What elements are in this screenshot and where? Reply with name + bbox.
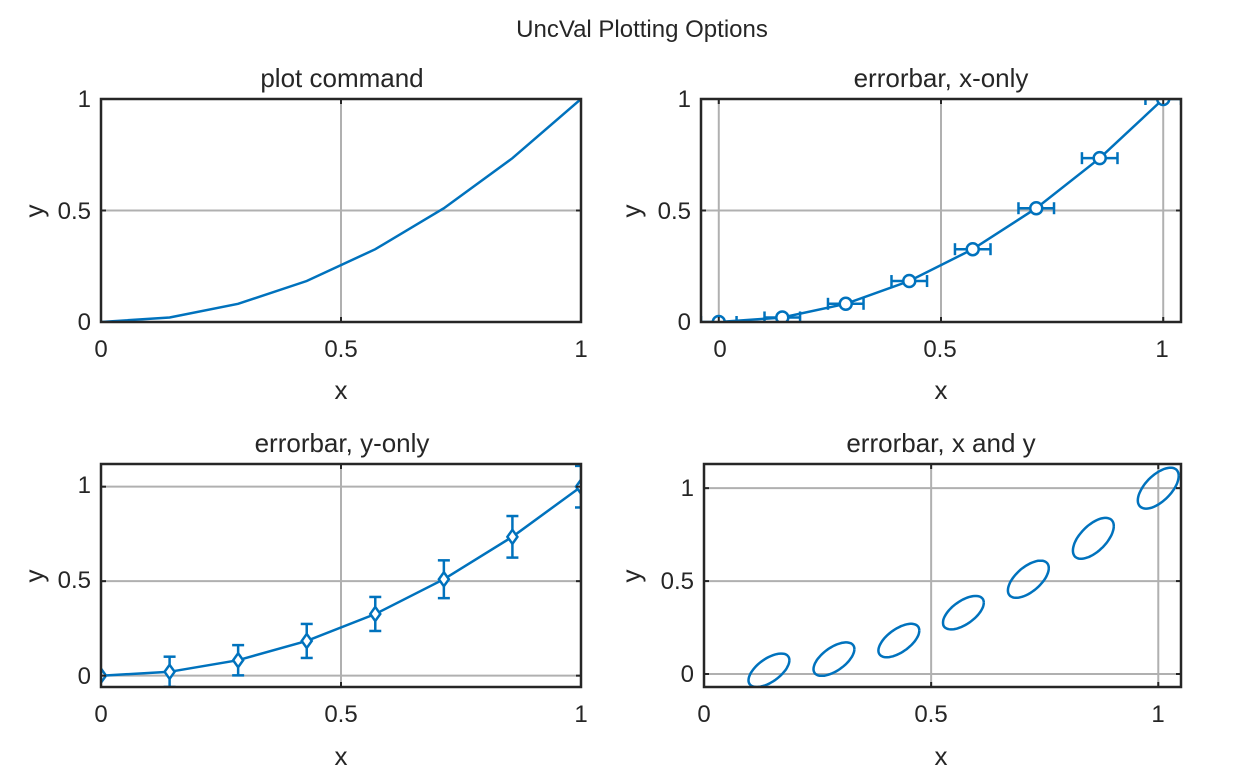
plot-area	[701, 99, 1181, 322]
y-tick-label: 0	[78, 663, 91, 690]
axes-title: errorbar, x and y	[846, 428, 1035, 458]
y-tick-label: 0.5	[661, 568, 694, 595]
y-tick-label: 0	[78, 309, 91, 336]
x-tick-label: 1	[1155, 336, 1168, 363]
data-point	[965, 241, 980, 257]
uncertainty-ellipse	[1136, 466, 1180, 510]
x-axis-label: x	[335, 375, 348, 405]
grid-lines	[100, 98, 582, 323]
y-tick-label: 0.5	[658, 198, 691, 225]
y-tick-label: 1	[78, 472, 91, 499]
x-axis-label: x	[935, 741, 948, 771]
y-axis-label: y	[19, 205, 49, 218]
data-point	[163, 662, 177, 681]
data-point	[1092, 150, 1107, 166]
data-point	[775, 310, 790, 322]
uncertainty-ellipse	[747, 652, 791, 687]
tick-marks	[100, 464, 582, 687]
subplot-errorbar-y-only: errorbar, y-only 0 0.5 1 0 0.5 1 x y	[19, 428, 588, 771]
axes-title: plot command	[260, 63, 423, 93]
data-point	[368, 604, 382, 624]
subplot-plot-command: plot command 0 0.5 1 0 0.5 1 x y	[19, 63, 588, 405]
grid-lines	[100, 464, 582, 687]
axes-frame	[702, 462, 1183, 689]
x-tick-label: 0	[94, 336, 107, 363]
y-tick-label: 0	[678, 309, 691, 336]
x-tick-label: 0.5	[324, 336, 357, 363]
x-tick-label: 1	[574, 701, 587, 728]
uncertainty-ellipse	[1006, 559, 1051, 600]
data-point	[300, 631, 314, 651]
x-tick-label: 0	[94, 701, 107, 728]
subplot-errorbar-x-only: errorbar, x-only 0 0.5 1 0 0.5 1 x y	[616, 63, 1183, 405]
plot-area	[101, 99, 581, 322]
series-group	[101, 99, 581, 322]
x-tick-label: 0	[697, 701, 710, 728]
y-tick-label: 1	[681, 475, 694, 502]
y-tick-label: 1	[678, 86, 691, 113]
subplot-errorbar-x-and-y: errorbar, x and y 0 0.5 1 0 0.5 1 x y	[616, 428, 1183, 771]
y-axis-label: y	[19, 570, 49, 583]
series-line	[718, 99, 1165, 322]
x-tick-label: 0.5	[914, 701, 947, 728]
data-point	[437, 570, 451, 589]
x-axis-label: x	[935, 375, 948, 405]
y-axis-label: y	[616, 570, 646, 583]
series-group	[701, 99, 1181, 322]
tick-marks	[701, 98, 1181, 323]
figure-title: UncVal Plotting Options	[516, 16, 768, 43]
x-tick-label: 0	[713, 336, 726, 363]
data-point	[838, 296, 854, 312]
tick-marks	[100, 98, 582, 323]
x-axis-label: x	[335, 741, 348, 771]
y-axis-label: y	[616, 205, 646, 218]
plot-area	[747, 466, 1180, 687]
grid-lines	[701, 98, 1181, 323]
tick-marks	[703, 464, 1181, 687]
uncertainty-ellipse	[877, 622, 921, 659]
y-tick-label: 0.5	[58, 198, 91, 225]
x-tick-label: 0.5	[923, 336, 956, 363]
axes-title: errorbar, y-only	[255, 428, 430, 458]
x-tick-label: 1	[1151, 701, 1164, 728]
x-tick-label: 1	[574, 336, 587, 363]
x-tick-label: 0.5	[324, 701, 357, 728]
uncertainty-ellipse	[1071, 516, 1116, 561]
data-point	[902, 273, 917, 289]
axes-title: errorbar, x-only	[854, 63, 1029, 93]
series-group	[747, 466, 1180, 687]
y-tick-label: 1	[78, 86, 91, 113]
data-point	[505, 527, 519, 546]
y-tick-label: 0.5	[58, 567, 91, 594]
uncertainty-ellipse	[941, 594, 986, 631]
series-line	[101, 99, 581, 322]
data-point	[231, 651, 245, 670]
data-point	[1028, 200, 1044, 216]
series-line	[101, 485, 581, 677]
y-tick-label: 0	[681, 661, 694, 688]
uncertainty-ellipse	[812, 641, 856, 678]
